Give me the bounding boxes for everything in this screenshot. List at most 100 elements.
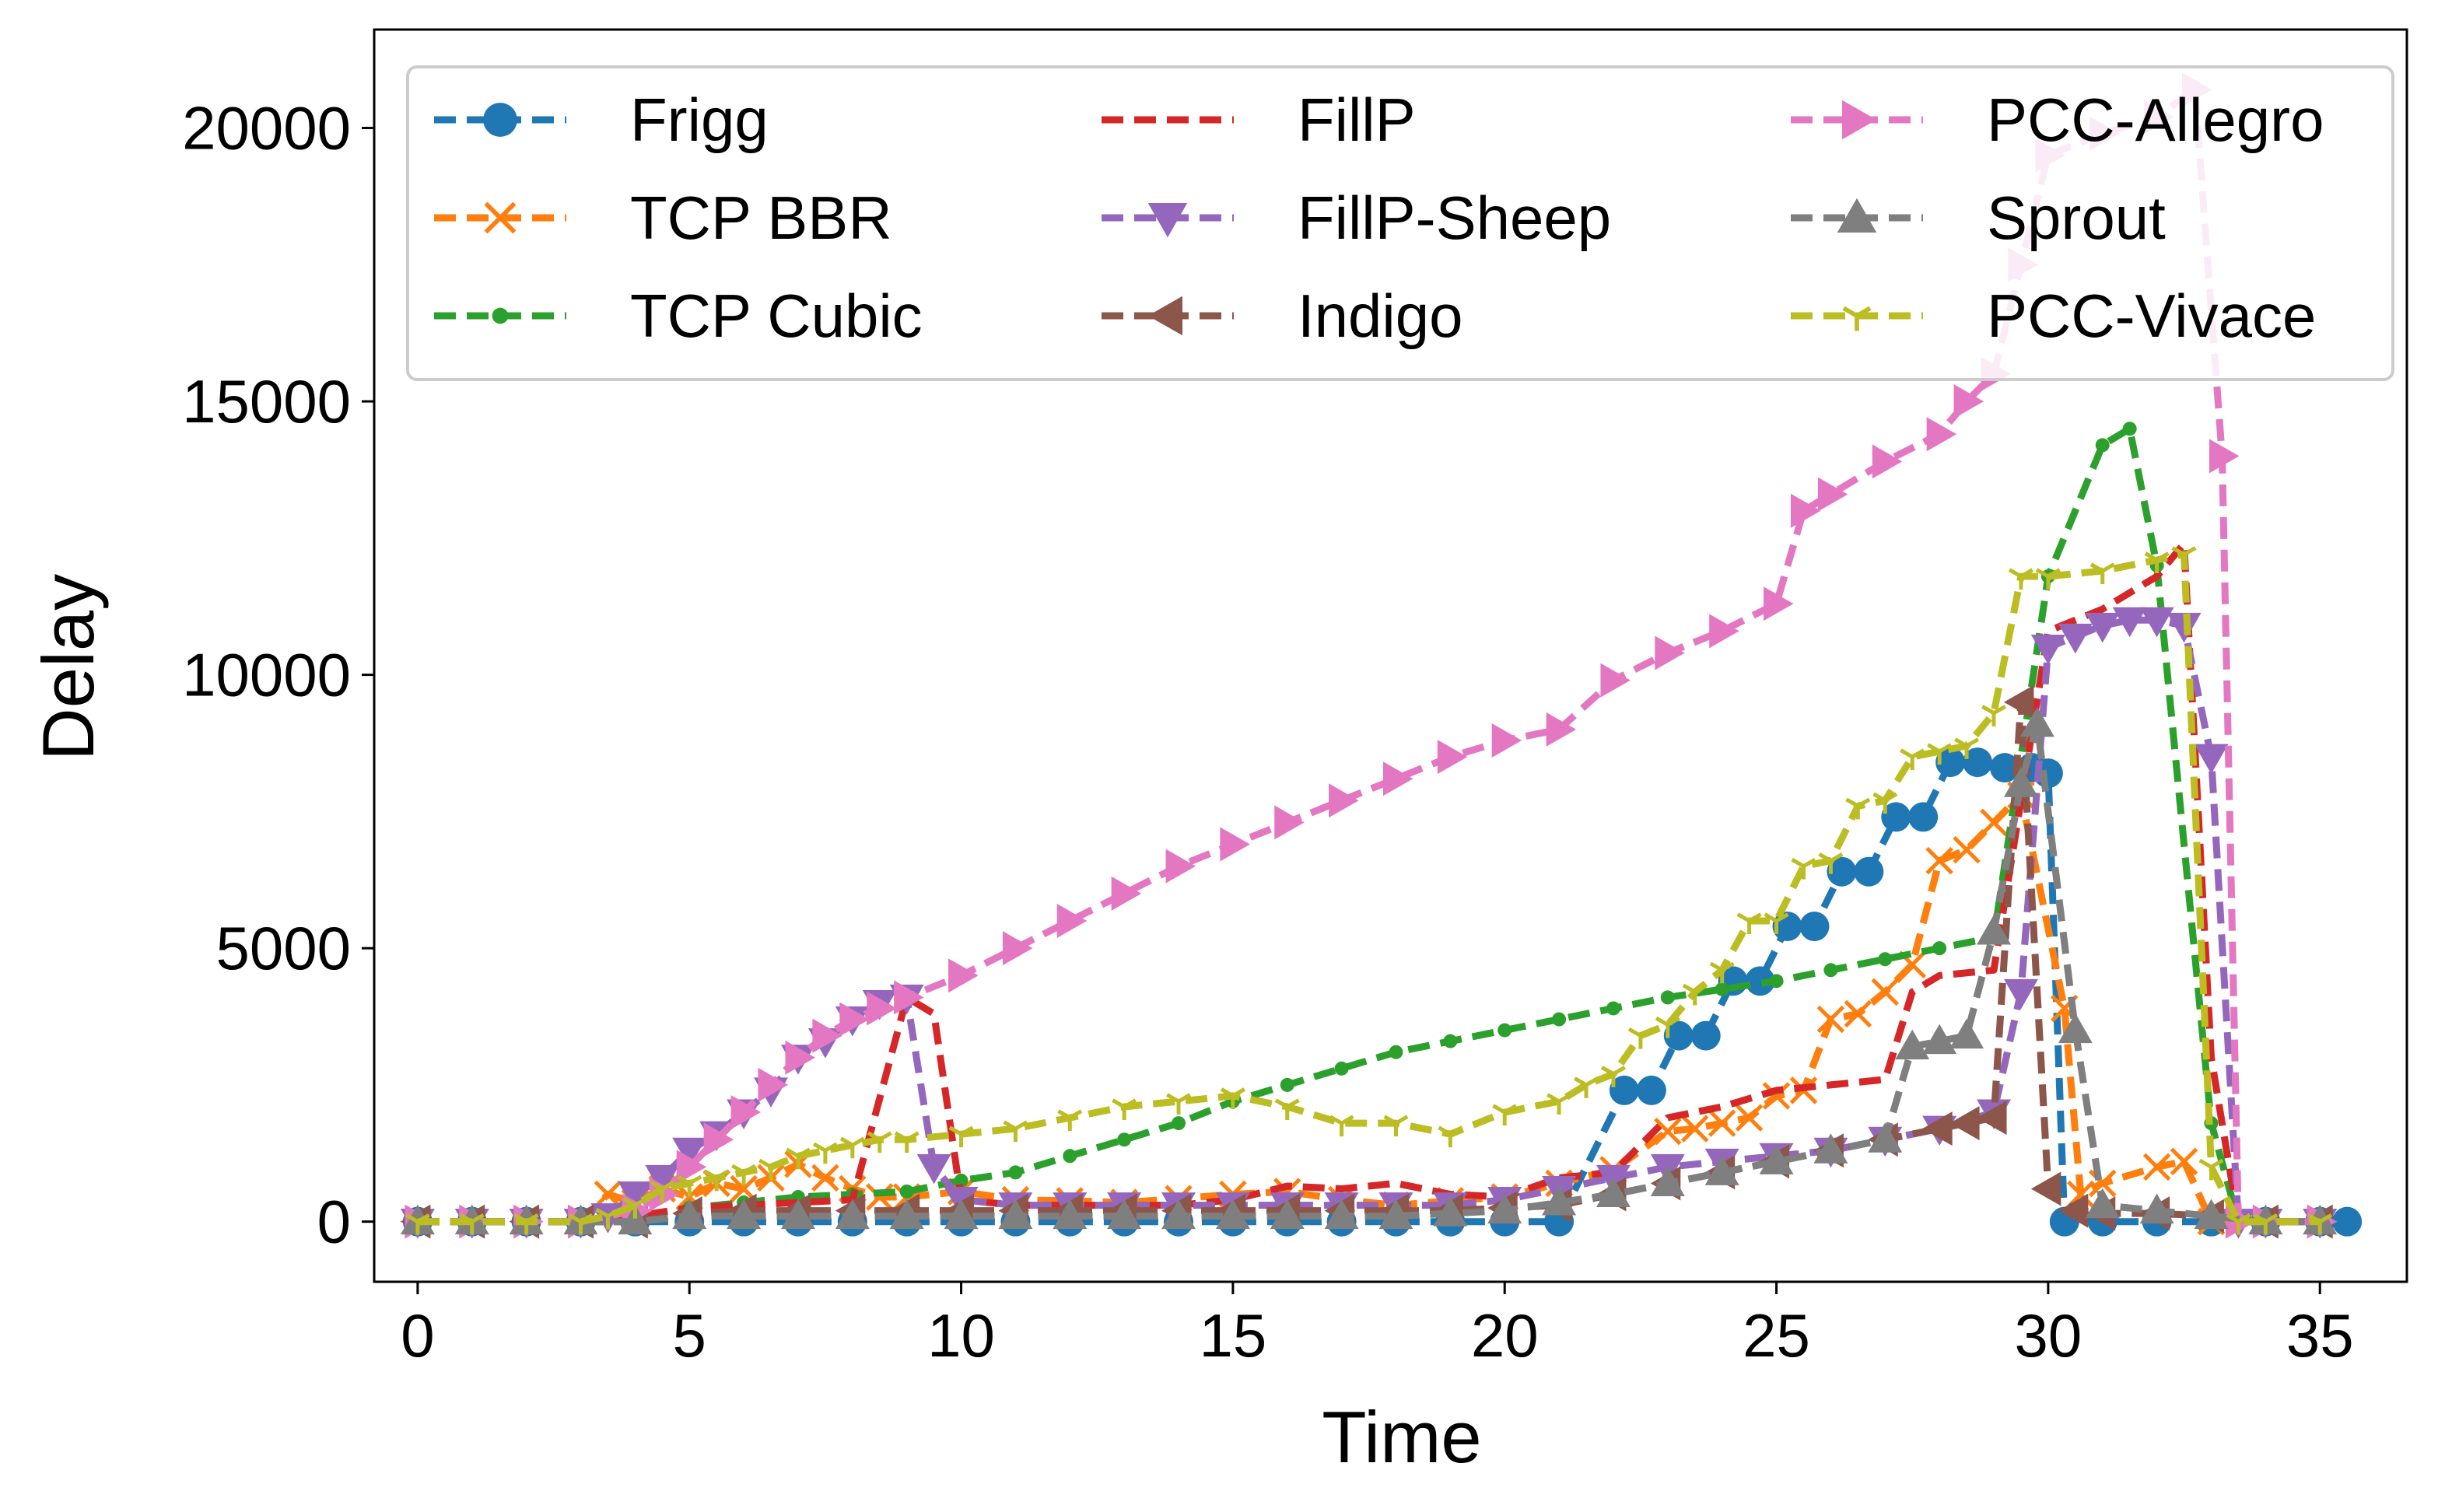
- data-point-fillp-sheep: [2085, 612, 2120, 643]
- data-point-pcc-allegro: [1382, 761, 1413, 796]
- data-point-tcp-bbr: [1708, 1109, 1736, 1137]
- data-point-tcp-cubic: [1769, 974, 1784, 989]
- y-tick-label: 20000: [182, 94, 351, 163]
- data-point-pcc-vivace: [812, 1142, 838, 1164]
- data-point-tcp-cubic: [954, 1173, 969, 1188]
- data-point-fillp-sheep: [2003, 978, 2038, 1010]
- data-point-fillp-sheep: [2112, 607, 2147, 638]
- data-point-sprout: [889, 1199, 924, 1230]
- data-point-tcp-cubic: [1606, 1001, 1620, 1016]
- data-point-pcc-allegro: [1764, 586, 1794, 621]
- data-point-sprout: [1977, 915, 2012, 945]
- data-point-fillp-sheep: [645, 1164, 680, 1195]
- legend-entry-tcp-cubic: TCP Cubic: [434, 282, 923, 350]
- data-point-sprout: [1813, 1133, 1848, 1164]
- series-line-tcp-cubic: [417, 425, 2321, 1226]
- data-point-pcc-vivace: [1003, 1120, 1028, 1143]
- legend-label-sprout: Sprout: [1987, 184, 2166, 252]
- data-point-sprout: [672, 1199, 707, 1230]
- data-point-pcc-vivace: [459, 1213, 485, 1235]
- data-point-sprout: [1161, 1199, 1196, 1230]
- data-point-pcc-vivace: [1547, 1093, 1572, 1115]
- data-point-frigg: [1690, 1020, 1721, 1051]
- legend-entry-frigg: Frigg: [434, 86, 769, 154]
- data-point-pcc-vivace: [595, 1207, 621, 1230]
- data-point-pcc-vivace: [1655, 1016, 1680, 1038]
- data-point-sprout: [1107, 1199, 1142, 1230]
- data-point-pcc-vivace: [704, 1169, 730, 1192]
- x-tick-label: 35: [2286, 1301, 2354, 1370]
- data-point-pcc-allegro: [1953, 384, 1984, 419]
- data-point-tcp-cubic: [899, 1184, 914, 1199]
- data-point-sprout: [1324, 1199, 1359, 1230]
- data-point-tcp-cubic: [1878, 952, 1893, 967]
- x-axis-label: Time: [1322, 1396, 1481, 1478]
- data-point-pcc-vivace: [622, 1196, 648, 1219]
- data-point-fillp-sheep: [618, 1181, 653, 1212]
- legend-label-frigg: Frigg: [630, 86, 769, 154]
- data-point-pcc-allegro: [1790, 493, 1821, 528]
- data-point-tcp-bbr: [1654, 1117, 1682, 1146]
- data-point-pcc-allegro: [839, 1002, 870, 1037]
- data-point-frigg: [1827, 856, 1857, 887]
- data-point-sprout: [1433, 1196, 1468, 1227]
- data-point-pcc-vivace: [1329, 1115, 1354, 1137]
- data-point-frigg: [1935, 747, 1966, 778]
- legend: Frigg TCP BBR TCP Cubic FillP FillP-Sheep Ind…: [406, 65, 2394, 381]
- data-point-pcc-allegro: [1709, 614, 1739, 649]
- data-point-pcc-vivace: [1274, 1098, 1300, 1121]
- series-line-fillp: [417, 540, 2321, 1226]
- data-point-frigg: [1636, 1075, 1666, 1105]
- data-point-pcc-vivace: [405, 1213, 430, 1235]
- data-point-tcp-cubic: [1715, 982, 1729, 996]
- data-point-pcc-vivace: [568, 1213, 594, 1235]
- data-point-frigg: [1908, 802, 1939, 832]
- legend-label-fillp: FillP: [1298, 86, 1416, 154]
- data-point-pcc-vivace: [1112, 1098, 1137, 1121]
- data-point-frigg: [2332, 1206, 2363, 1237]
- axes-layer: 0 5 10 15 20 25 30 35 0 5000 10000 15000 20000: [182, 28, 2408, 1370]
- data-point-pcc-vivace: [758, 1158, 784, 1181]
- data-point-pcc-allegro: [1437, 740, 1468, 775]
- data-point-sprout: [1596, 1177, 1631, 1208]
- data-point-sprout: [1868, 1122, 1903, 1153]
- data-point-tcp-bbr: [811, 1164, 839, 1192]
- series-line-sprout: [417, 720, 2321, 1226]
- legend-entry-pcc-vivace: PCC-Vivace: [1791, 282, 2316, 350]
- data-point-pcc-vivace: [513, 1213, 539, 1235]
- legend-entry-fillp-sheep: FillP-Sheep: [1102, 184, 1611, 252]
- data-point-indigo: [1922, 1111, 1953, 1146]
- legend-label-fillp-sheep: FillP-Sheep: [1298, 184, 1611, 252]
- data-point-pcc-vivace: [1791, 858, 1816, 880]
- data-point-fillp-sheep: [2139, 607, 2174, 638]
- data-point-tcp-cubic: [1172, 1116, 1186, 1131]
- data-point-sprout: [1053, 1199, 1088, 1230]
- data-point-tcp-bbr: [2142, 1153, 2171, 1181]
- legend-entry-tcp-bbr: TCP BBR: [434, 184, 892, 252]
- data-point-sprout: [2003, 767, 2038, 797]
- data-point-tcp-cubic: [1389, 1045, 1403, 1059]
- data-point-pcc-allegro: [1600, 663, 1631, 698]
- x-tick-label: 30: [2014, 1301, 2082, 1370]
- data-point-tcp-cubic: [1932, 941, 1947, 956]
- data-point-pcc-vivace: [1573, 1076, 1599, 1098]
- data-point-tcp-cubic: [1063, 1149, 1077, 1164]
- data-point-indigo: [1977, 1101, 2007, 1136]
- data-point-fillp-sheep: [2194, 744, 2229, 775]
- series-tcp-cubic: [410, 422, 2328, 1229]
- data-point-pcc-allegro: [730, 1095, 762, 1130]
- data-point-pcc-vivace: [1627, 1027, 1653, 1049]
- data-point-sprout: [1949, 1018, 1984, 1049]
- data-point-pcc-vivace: [1954, 737, 1980, 760]
- series-pcc-vivace: [405, 546, 2333, 1235]
- data-point-tcp-cubic: [1443, 1034, 1458, 1048]
- data-point-pcc-allegro: [1926, 417, 1957, 452]
- data-point-tcp-bbr: [865, 1183, 894, 1211]
- data-point-pcc-allegro: [758, 1067, 789, 1102]
- data-point-tcp-cubic: [1280, 1077, 1294, 1092]
- data-point-frigg: [1663, 1020, 1694, 1051]
- data-point-pcc-allegro: [1872, 444, 1903, 479]
- data-point-sprout: [1650, 1166, 1685, 1196]
